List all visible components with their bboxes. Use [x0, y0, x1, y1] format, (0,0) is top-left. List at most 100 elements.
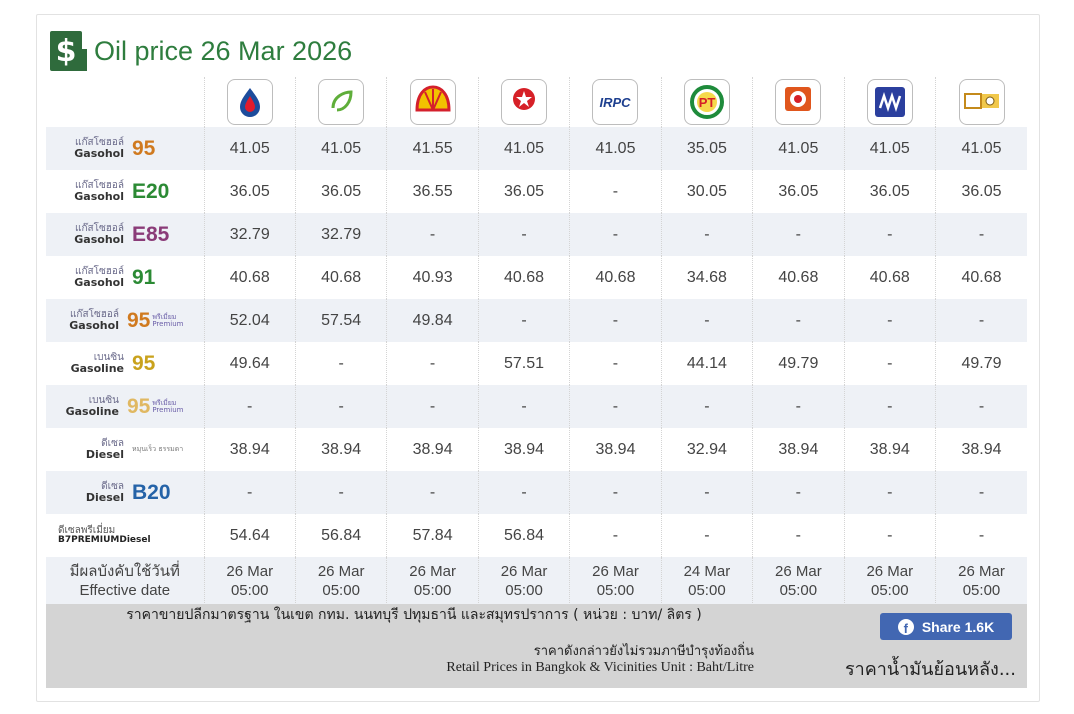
- price-cell: -: [660, 514, 753, 557]
- bangchak-logo-icon: [318, 79, 365, 125]
- effective-date-label: มีผลบังคับใช้วันที่ Effective date: [46, 557, 204, 605]
- effective-time: 05:00: [962, 582, 1001, 599]
- fuel-name-thai: เบนซิน: [88, 395, 119, 406]
- price-cell: 38.94: [203, 428, 296, 471]
- price-row: เบนซิน Gasoline 95 49.64- -57.51-44.14 49.79-…: [46, 342, 1027, 385]
- effective-time: 05:00: [596, 582, 635, 599]
- price-cell: -: [386, 342, 479, 385]
- effective-date-cell: 26 Mar 05:00: [752, 557, 845, 605]
- price-row: แก๊สโซฮอล์ Gasohol 95 41.05 41.05 41.55 41.05 4…: [46, 127, 1027, 170]
- siam-logo-icon: [958, 79, 1005, 125]
- price-cell: -: [752, 471, 845, 514]
- price-row: ดีเซล Diesel B20- - - - - - - - -: [46, 471, 1027, 514]
- effective-date-cell: 26 Mar 05:00: [935, 557, 1027, 605]
- price-cell: 49.79: [935, 342, 1027, 385]
- price-cell: 49.84: [386, 299, 479, 342]
- price-cell: 56.84: [294, 514, 387, 557]
- effective-time: 05:00: [688, 582, 726, 599]
- price-history-link[interactable]: ราคาน้ำมันย้อนหลัง...: [844, 659, 1016, 680]
- effective-date-row: มีผลบังคับใช้วันที่ Effective date 26 Mar 0…: [46, 557, 1027, 605]
- fuel-type-label: แก๊สโซฮอล์ Gasohol E85: [46, 213, 204, 256]
- effective-date: 26 Mar: [226, 562, 274, 580]
- price-cell: -: [386, 385, 479, 428]
- effective-time: 05:00: [779, 582, 818, 599]
- fuel-name-thai: แก๊สโซฮอล์: [75, 137, 124, 148]
- effective-date-cell: 26 Mar 05:00: [477, 557, 570, 605]
- price-cell: -: [843, 471, 936, 514]
- fuel-subtype-tag: พรีเมี่ยม Premium: [152, 398, 184, 414]
- effective-date: 24 Mar: [683, 562, 731, 580]
- page-title-row: $ Oil price 26 Mar 2026: [50, 30, 352, 72]
- price-cell: -: [203, 471, 296, 514]
- effective-date-cell: 26 Mar 05:00: [294, 557, 387, 605]
- price-cell: 32.79: [294, 213, 387, 256]
- ptt-logo-icon: [226, 79, 273, 125]
- price-cell: -: [935, 385, 1027, 428]
- brand-header-ptt: [203, 77, 296, 127]
- effective-date: 26 Mar: [409, 562, 456, 580]
- price-cell: 52.04: [203, 299, 296, 342]
- effective-date: 26 Mar: [958, 562, 1005, 580]
- fuel-name-thai: เบนซิน: [93, 352, 124, 363]
- price-cell: 40.68: [294, 256, 387, 299]
- price-cell: -: [752, 299, 845, 342]
- fuel-name-thai: แก๊สโซฮอล์: [75, 223, 124, 234]
- pt-logo-icon: PT: [683, 79, 730, 125]
- price-row: แก๊สโซฮอล์ Gasohol E85 32.79 32.79- - - - - - -: [46, 213, 1027, 256]
- svg-text:PT: PT: [699, 95, 716, 110]
- price-cell: -: [386, 213, 479, 256]
- price-cell: -: [843, 514, 936, 557]
- price-cell: -: [935, 299, 1027, 342]
- price-cell: -: [294, 385, 387, 428]
- effective-date: 26 Mar: [317, 562, 365, 580]
- fuel-name-english: B7PREMIUMDiesel: [58, 535, 151, 546]
- fuel-name-thai: ดีเซล: [101, 438, 124, 449]
- price-cell: 36.05: [203, 170, 296, 213]
- fuel-grade: B20: [132, 480, 171, 504]
- price-cell: -: [294, 342, 387, 385]
- price-cell: 44.14: [660, 342, 753, 385]
- price-cell: -: [477, 471, 570, 514]
- price-cell: -: [935, 213, 1027, 256]
- price-cell: -: [294, 471, 387, 514]
- brand-header-siam: [935, 77, 1027, 127]
- fuel-type-label: เบนซิน Gasoline 95 พรีเมี่ยม Premium: [46, 385, 204, 428]
- fuel-subtype-tag: พรีเมี่ยม Premium: [152, 312, 184, 328]
- price-cell: 54.64: [203, 514, 296, 557]
- price-cell: 40.68: [203, 256, 296, 299]
- fuel-name-thai: ดีเซล: [101, 481, 124, 492]
- price-cell: 36.05: [843, 170, 936, 213]
- fuel-name-english: Gasoline: [65, 405, 119, 418]
- price-cell: -: [935, 471, 1027, 514]
- price-cell: -: [660, 299, 753, 342]
- price-row: ดีเซลพรีเมี่ยม B7PREMIUMDiesel 54.64 56.84 5…: [46, 514, 1027, 557]
- fuel-grade: 95: [126, 308, 151, 332]
- price-cell: -: [477, 299, 570, 342]
- footer-area-note: ราคาขายปลีกมาตรฐาน ในเขต กทม. นนทบุรี ปท…: [126, 607, 702, 623]
- effective-date: 26 Mar: [500, 562, 548, 580]
- price-cell: 38.94: [569, 428, 662, 471]
- fuel-name-english: Gasohol: [74, 233, 124, 246]
- effective-date: 26 Mar: [866, 562, 914, 580]
- price-cell: -: [569, 299, 662, 342]
- fuel-name-thai: แก๊สโซฮอล์: [75, 266, 124, 277]
- dollar-icon: $: [50, 31, 87, 71]
- caltex-logo-icon: [501, 79, 548, 125]
- footer-unit-note: Retail Prices in Bangkok & Vicinities Un…: [446, 660, 754, 675]
- fuel-name-english: Diesel: [85, 448, 124, 461]
- price-cell: 40.68: [477, 256, 570, 299]
- price-cell: 35.05: [660, 127, 753, 170]
- brand-header-pure: [843, 77, 936, 127]
- effective-date: 26 Mar: [592, 562, 639, 580]
- facebook-share-button[interactable]: f Share 1.6K: [880, 613, 1012, 640]
- fuel-name-english: Diesel: [85, 491, 124, 504]
- price-cell: 36.05: [294, 170, 387, 213]
- price-cell: 41.05: [935, 127, 1027, 170]
- brand-header-bangchak: [294, 77, 387, 127]
- page-title: Oil price 26 Mar 2026: [94, 35, 353, 66]
- fuel-type-label: เบนซิน Gasoline 95: [46, 342, 204, 385]
- price-cell: 32.79: [203, 213, 296, 256]
- effective-date-cell: 24 Mar 05:00: [660, 557, 753, 605]
- price-row: แก๊สโซฮอล์ Gasohol 91 40.68 40.68 40.93 40.68 4…: [46, 256, 1027, 299]
- fuel-name-english: Gasohol: [74, 147, 124, 160]
